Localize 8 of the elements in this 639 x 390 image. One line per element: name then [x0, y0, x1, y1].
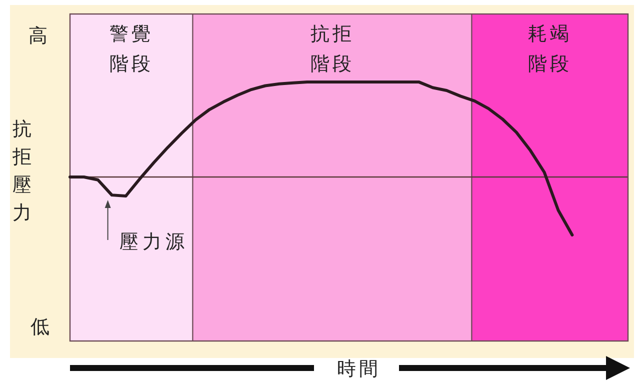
text: 警覺階段 — [109, 23, 154, 75]
text: 時間 — [337, 358, 381, 380]
text: 高 — [28, 25, 48, 47]
text: 抗拒階段 — [310, 23, 354, 75]
annotation: 壓力源 — [119, 231, 188, 254]
text: 低 — [30, 316, 50, 338]
y-axis-title: 抗拒壓力 — [12, 118, 32, 224]
text: 耗竭階段 — [528, 23, 572, 75]
